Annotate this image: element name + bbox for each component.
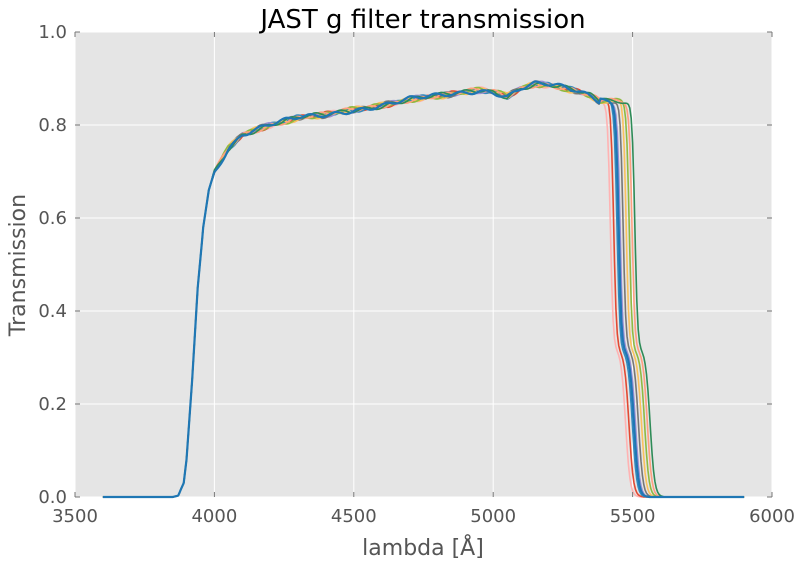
plot-background: [75, 32, 772, 497]
y-tick-label: 1.0: [38, 22, 67, 43]
y-tick-label: 0.4: [38, 301, 67, 322]
x-tick-label: 5500: [610, 506, 656, 527]
x-tick-label: 4000: [191, 506, 237, 527]
y-tick-label: 0.8: [38, 115, 67, 136]
y-tick-label: 0.0: [38, 487, 67, 508]
x-tick-label: 3500: [52, 506, 98, 527]
chart-title: JAST g filter transmission: [258, 5, 585, 35]
y-tick-label: 0.6: [38, 208, 67, 229]
x-tick-label: 6000: [749, 506, 795, 527]
x-tick-label: 4500: [331, 506, 377, 527]
x-tick-label: 5000: [470, 506, 516, 527]
series-line: [102, 80, 745, 499]
axis-ticks: 3500 4000 4500 5000 5500 6000 0.0 0.2 0.4 0.6 0.8 1…: [38, 22, 795, 527]
y-tick-label: 0.2: [38, 394, 67, 415]
y-axis-label: Transmission: [6, 194, 31, 337]
x-axis-label: lambda [Å]: [362, 534, 484, 561]
series-lines: [102, 80, 745, 499]
